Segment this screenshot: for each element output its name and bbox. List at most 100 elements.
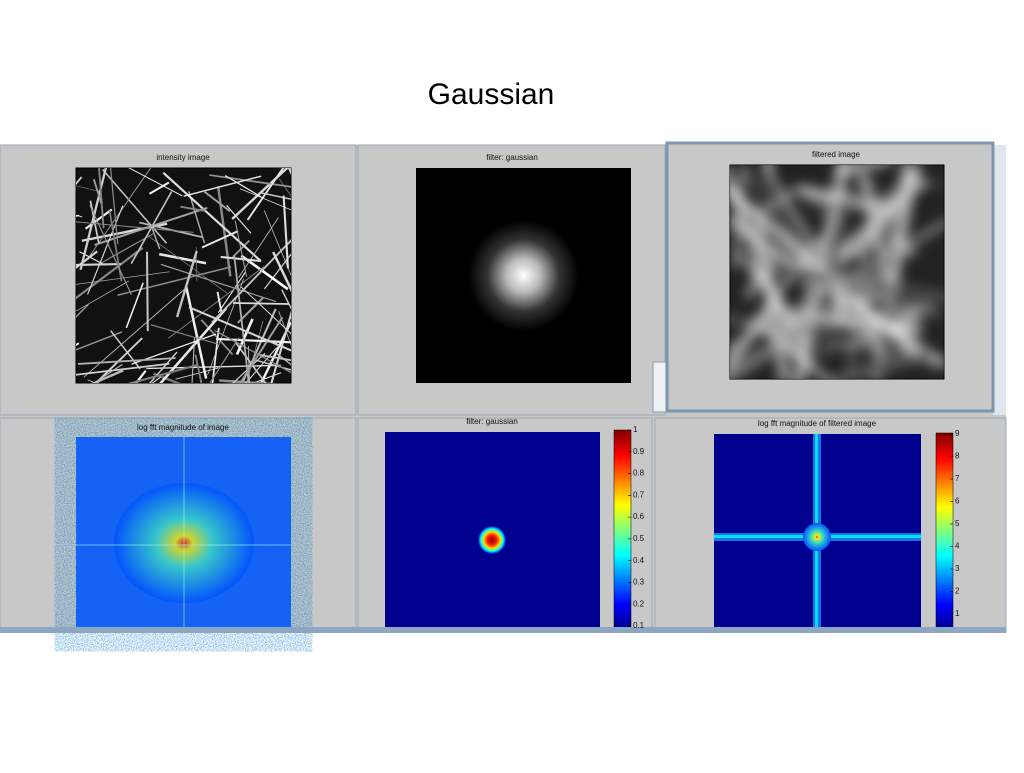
grass-blade bbox=[235, 318, 254, 356]
grass-blade bbox=[209, 337, 240, 383]
panel-title: filter: gaussian bbox=[486, 153, 538, 162]
colorbar-tick-label: 7 bbox=[955, 474, 960, 483]
grass-blade bbox=[117, 266, 232, 296]
grass-blade bbox=[194, 354, 203, 383]
blur-streak bbox=[763, 168, 885, 356]
grass-blade bbox=[216, 185, 232, 277]
colorbar-tick-label: 3 bbox=[955, 564, 960, 573]
blur-streak bbox=[732, 167, 746, 269]
blur-streak bbox=[835, 165, 886, 176]
grass-blade bbox=[281, 289, 291, 310]
grass-blade bbox=[260, 354, 291, 362]
grass-blade bbox=[224, 174, 262, 198]
grass-blade bbox=[77, 357, 176, 365]
grass-blade bbox=[245, 347, 277, 383]
grass-blade bbox=[234, 220, 248, 277]
grass-blade bbox=[180, 205, 206, 212]
grass-blade bbox=[226, 204, 252, 234]
grass-blade bbox=[76, 246, 144, 300]
grass-blade bbox=[76, 263, 121, 267]
background-window bbox=[993, 145, 1006, 415]
taskbar bbox=[0, 627, 1006, 633]
colorbar-tick-label: 5 bbox=[955, 519, 960, 528]
grass-blade bbox=[102, 169, 168, 244]
grass-blade bbox=[260, 192, 291, 200]
grass-blade bbox=[89, 200, 100, 245]
fft-center bbox=[803, 523, 831, 551]
panel-title: log fft magnitude of filtered image bbox=[758, 419, 877, 428]
blur-streak bbox=[763, 165, 774, 174]
grass-blade bbox=[235, 342, 267, 383]
colorbar-tick-label: 0.2 bbox=[633, 599, 645, 608]
grass-blade bbox=[159, 307, 228, 383]
grass-blade bbox=[252, 372, 282, 383]
panel-title: intensity image bbox=[156, 153, 210, 162]
grass-blade bbox=[128, 168, 183, 197]
grass-blade bbox=[89, 205, 132, 295]
blur-streak bbox=[838, 230, 893, 268]
grass-blade bbox=[145, 251, 149, 332]
grass-blade bbox=[278, 310, 291, 347]
grass-blade bbox=[216, 337, 291, 344]
colorbar-tick-label: 1 bbox=[955, 609, 960, 618]
grass-blade bbox=[175, 250, 198, 318]
grass-blade bbox=[233, 255, 250, 383]
grass-blade bbox=[160, 263, 277, 303]
grass-blade bbox=[191, 337, 196, 383]
grass-blade bbox=[220, 255, 262, 263]
gaussian-blob bbox=[468, 220, 579, 331]
grass-blade bbox=[231, 168, 289, 220]
grass-blade bbox=[211, 239, 291, 323]
grass-blade bbox=[76, 250, 98, 270]
colorbar-tick-label: 9 bbox=[955, 429, 960, 438]
grass-blade bbox=[149, 351, 178, 383]
grass-blade bbox=[148, 181, 170, 195]
colorbar-tick-label: 0.3 bbox=[633, 578, 645, 587]
grass-blade bbox=[87, 205, 124, 295]
grass-blade bbox=[92, 178, 103, 204]
grass-blade bbox=[151, 228, 161, 250]
grass-blade bbox=[188, 191, 206, 244]
grass-blade bbox=[151, 376, 161, 383]
colorbar-tick-label: 0.8 bbox=[633, 469, 645, 478]
grass-blade bbox=[263, 210, 291, 276]
colorbar-tick-label: 1 bbox=[633, 425, 638, 434]
colorbar bbox=[935, 432, 954, 629]
colorbar-tick-label: 0.1 bbox=[633, 621, 645, 630]
grass-blade bbox=[246, 320, 264, 383]
colorbar-tick-label: 4 bbox=[955, 542, 960, 551]
grass-blade bbox=[248, 346, 250, 383]
blur-streak bbox=[836, 175, 926, 261]
grass-blade bbox=[76, 362, 170, 376]
grass-blade bbox=[84, 208, 113, 230]
colorbar-tick-label: 6 bbox=[955, 497, 960, 506]
slide-title: Gaussian bbox=[428, 78, 555, 111]
grass-blade bbox=[76, 303, 90, 318]
intensity-image bbox=[75, 167, 292, 384]
grass-blade bbox=[94, 337, 143, 383]
grass-blade bbox=[79, 168, 108, 271]
grass-blade bbox=[94, 206, 208, 246]
grass-blade bbox=[183, 175, 262, 197]
grass-blade bbox=[263, 253, 291, 290]
panel-title: filter: gaussian bbox=[466, 417, 518, 426]
colorbar-tick-label: 0.7 bbox=[633, 490, 645, 499]
grass-blade bbox=[240, 286, 291, 335]
blur-streak bbox=[766, 260, 944, 302]
blur-streak bbox=[760, 325, 832, 379]
grass-blade bbox=[282, 195, 290, 269]
colorbar-tick-label: 0.6 bbox=[633, 512, 645, 521]
grass-blade bbox=[275, 352, 291, 366]
blurred-texture bbox=[730, 165, 944, 379]
grass-blade bbox=[217, 272, 246, 314]
panel-title: filtered image bbox=[812, 150, 861, 159]
blur-streak bbox=[831, 289, 850, 324]
blur-streak bbox=[730, 266, 893, 379]
colorbar-tick-label: 8 bbox=[955, 452, 960, 461]
filter-dot bbox=[478, 526, 506, 554]
grass-texture bbox=[76, 168, 291, 383]
grass-blade bbox=[76, 331, 123, 351]
grass-blade bbox=[214, 329, 291, 374]
